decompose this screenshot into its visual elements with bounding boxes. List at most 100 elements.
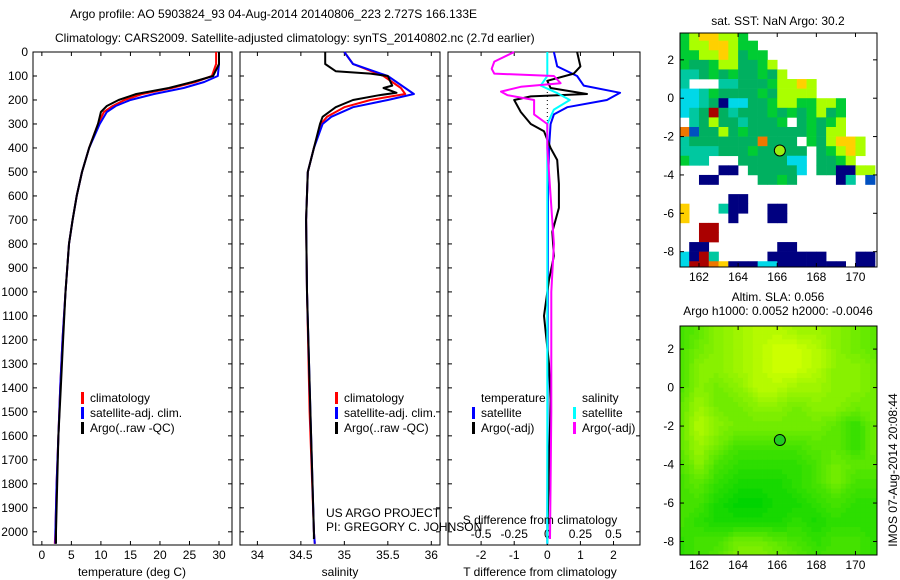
- sla-cell: [826, 541, 832, 547]
- sla-cell: [689, 402, 695, 408]
- sla-cell: [772, 503, 778, 509]
- sla-cell: [777, 387, 783, 393]
- sla-cell: [733, 478, 739, 485]
- sla-cell: [855, 334, 861, 340]
- y-tick-label: -6: [663, 496, 674, 510]
- sla-cell: [796, 531, 803, 538]
- sla-cell: [826, 488, 832, 494]
- sla-cell: [675, 339, 680, 344]
- sla-cell: [826, 430, 832, 437]
- sla-cell: [845, 421, 851, 427]
- sla-cell: [742, 517, 749, 523]
- sla-cell: [675, 383, 680, 388]
- sla-cell: [689, 416, 695, 422]
- sla-cell: [816, 368, 822, 374]
- sla-cell: [723, 402, 729, 408]
- sla-cell: [728, 363, 734, 369]
- sla-cell: [796, 416, 803, 422]
- sla-cell: [694, 551, 700, 555]
- sla-cell: [845, 546, 851, 552]
- sla-cell: [860, 546, 866, 552]
- sla-cell: [796, 435, 803, 441]
- sla-cell: [806, 454, 812, 461]
- sla-cell: [865, 498, 871, 504]
- sst-cell: [757, 165, 768, 176]
- sla-cell: [845, 353, 851, 360]
- sla-cell: [831, 373, 837, 379]
- sla-cell: [698, 421, 705, 427]
- sst-cell: [698, 107, 710, 118]
- sla-cell: [840, 411, 847, 417]
- pi-credit: PI: GREGORY C. JOHNSON: [326, 520, 482, 534]
- sla-cell: [860, 488, 866, 494]
- y-tick-label: 1200: [1, 333, 28, 347]
- sla-cell: [757, 358, 763, 364]
- sla-cell: [738, 326, 744, 331]
- sst-cell: [777, 242, 788, 252]
- sla-cell: [694, 478, 700, 485]
- sla-cell: [742, 329, 749, 336]
- sla-cell: [801, 512, 807, 518]
- sla-cell: [742, 430, 749, 437]
- sla-cell: [860, 329, 866, 336]
- s-tick-label: 0.5: [605, 527, 622, 541]
- sla-cell: [831, 411, 837, 417]
- sla-cell: [875, 416, 877, 422]
- sla-cell: [747, 339, 754, 345]
- sla-cell: [675, 537, 680, 542]
- sla-cell: [757, 488, 763, 494]
- sst-cell: [855, 136, 866, 147]
- sla-cell: [675, 421, 680, 426]
- sla-cell: [757, 402, 763, 408]
- sla-cell: [757, 498, 763, 504]
- y-tick-label: 900: [8, 261, 28, 275]
- sst-cell: [757, 146, 768, 157]
- sla-cell: [718, 445, 724, 451]
- sla-cell: [782, 377, 788, 384]
- sst-cell: [738, 40, 749, 51]
- sla-cell: [777, 382, 783, 388]
- sla-cell: [689, 450, 695, 456]
- sla-cell: [742, 512, 749, 518]
- sla-cell: [684, 440, 690, 446]
- sla-cell: [718, 382, 724, 388]
- sla-cell: [703, 339, 710, 345]
- sla-cell: [767, 522, 773, 528]
- sla-cell: [875, 454, 877, 461]
- sla-cell: [757, 430, 763, 437]
- sla-cell: [703, 551, 710, 555]
- y-tick-label: 1800: [1, 477, 28, 491]
- sla-cell: [811, 478, 817, 485]
- sla-cell: [835, 459, 842, 465]
- sla-cell: [718, 464, 724, 470]
- sla-cell: [806, 488, 812, 494]
- sla-cell: [782, 387, 788, 393]
- sla-cell: [718, 474, 724, 480]
- sla-cell: [850, 454, 856, 461]
- sla-cell: [840, 326, 847, 331]
- x-tick-label: 5: [68, 548, 75, 562]
- sla-cell: [831, 527, 837, 533]
- sla-cell: [870, 556, 875, 561]
- sla-cell: [708, 527, 715, 533]
- sla-cell: [738, 450, 744, 456]
- sla-cell: [698, 450, 705, 456]
- sla-cell: [738, 382, 744, 388]
- sla-cell: [845, 344, 851, 350]
- sla-cell: [757, 493, 763, 499]
- sla-cell: [870, 531, 876, 538]
- sla-cell: [738, 430, 744, 437]
- sla-cell: [860, 440, 866, 446]
- sla-cell: [757, 536, 763, 542]
- sla-cell: [840, 397, 847, 403]
- sla-cell: [689, 507, 695, 514]
- sla-cell: [791, 498, 798, 504]
- sst-cell: [816, 155, 827, 166]
- y-tick-label: 2000: [1, 525, 28, 539]
- sla-cell: [675, 474, 680, 479]
- sla-cell: [714, 320, 719, 325]
- t-diff-xlabel: T difference from climatology: [463, 565, 617, 579]
- sla-cell: [840, 517, 847, 523]
- sla-cell: [870, 339, 876, 345]
- sla-cell: [747, 426, 754, 432]
